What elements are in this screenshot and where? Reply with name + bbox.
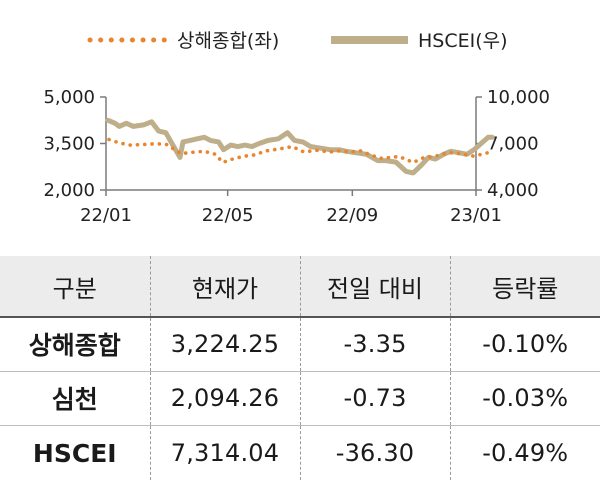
row-pct: -0.03% <box>449 370 600 426</box>
left-tick-label: 3,500 <box>43 134 95 155</box>
row-change: -36.30 <box>299 425 450 480</box>
row-name: HSCEI <box>0 425 150 480</box>
table-header-row: 구분 현재가 전일 대비 등락률 <box>0 256 600 317</box>
table-row: 심천 2,094.26 -0.73 -0.03% <box>0 370 600 426</box>
x-tick-label: 22/09 <box>326 205 378 226</box>
row-change: -0.73 <box>299 370 450 426</box>
right-tick-label: 4,000 <box>487 180 539 201</box>
legend-label-hscei: HSCEI(우) <box>418 30 508 52</box>
row-change: -3.35 <box>299 315 450 372</box>
table-row: 상해종합 3,224.25 -3.35 -0.10% <box>0 315 600 372</box>
row-name: 상해종합 <box>0 315 150 372</box>
header-category: 구분 <box>52 274 97 303</box>
header-pct: 등락률 <box>449 256 600 317</box>
legend: 상해종합(좌) HSCEI(우) <box>87 30 508 52</box>
left-tick-label: 2,000 <box>43 180 95 201</box>
right-tick-label: 7,000 <box>487 134 539 155</box>
legend-label-shanghai: 상해종합(좌) <box>177 30 279 52</box>
x-tick-label: 23/01 <box>450 205 502 226</box>
table-row: HSCEI 7,314.04 -36.30 -0.49% <box>0 425 600 480</box>
hscei-line <box>105 117 495 176</box>
left-tick-label: 5,000 <box>43 87 95 108</box>
series-layer <box>105 117 495 176</box>
x-tick-label: 22/01 <box>80 205 132 226</box>
row-pct: -0.10% <box>449 315 600 372</box>
header-change: 전일 대비 <box>299 256 450 317</box>
x-tick-label: 22/05 <box>202 205 254 226</box>
row-price: 2,094.26 <box>149 370 300 426</box>
index-line-chart: 상해종합(좌) HSCEI(우) 5,000 3,500 2,000 10,000 7… <box>43 30 550 226</box>
right-tick-label: 10,000 <box>487 87 550 108</box>
row-price: 3,224.25 <box>149 315 300 372</box>
right-y-ticks: 10,000 7,000 4,000 <box>476 87 550 201</box>
row-pct: -0.49% <box>449 425 600 480</box>
header-price: 현재가 <box>149 256 300 317</box>
left-y-ticks: 5,000 3,500 2,000 <box>43 87 106 201</box>
row-price: 7,314.04 <box>149 425 300 480</box>
x-axis-ticks: 22/01 22/05 22/09 23/01 <box>80 190 502 226</box>
index-quote-table: 구분 현재가 전일 대비 등락률 상해종합 3,224.25 -3.35 -0.… <box>0 256 600 480</box>
row-name: 심천 <box>0 370 150 426</box>
